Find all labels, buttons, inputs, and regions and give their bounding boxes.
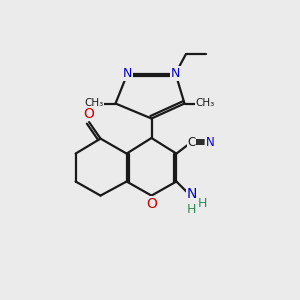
Text: H: H xyxy=(198,197,207,210)
Text: CH₃: CH₃ xyxy=(84,98,103,109)
Text: CH₃: CH₃ xyxy=(196,98,215,109)
Text: N: N xyxy=(186,187,197,201)
Text: N: N xyxy=(171,67,180,80)
Text: O: O xyxy=(146,197,157,211)
Text: O: O xyxy=(84,107,94,121)
Text: H: H xyxy=(187,203,196,216)
Text: C: C xyxy=(187,136,196,149)
Text: N: N xyxy=(206,136,214,149)
Text: N: N xyxy=(123,67,132,80)
